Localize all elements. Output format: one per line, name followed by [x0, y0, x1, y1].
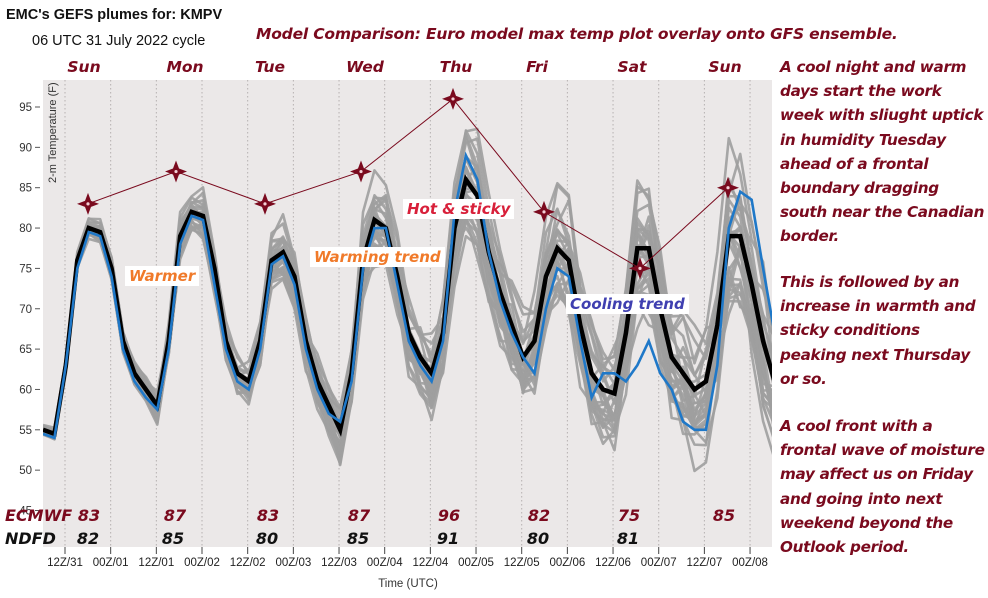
ecmwf-value: 85 — [712, 506, 736, 525]
x-tick-label: 12Z/02 — [230, 557, 266, 569]
ndfd-value: 82 — [76, 529, 100, 548]
forecast-discussion-paragraph: This is followed by an increase in warmt… — [780, 273, 976, 388]
control-run-line — [43, 151, 772, 440]
ndfd-row-label: NDFD — [5, 529, 56, 548]
y-tick-label: 65 — [19, 344, 32, 356]
day-label: Sun — [67, 58, 101, 76]
x-tick-label: 12Z/07 — [686, 557, 722, 569]
x-tick-label: 00Z/04 — [367, 557, 403, 569]
ecmwf-marker-center — [542, 210, 546, 214]
day-label: Sun — [708, 58, 742, 76]
y-tick-label: 75 — [19, 263, 32, 275]
ecmwf-connector-line — [87, 98, 729, 270]
ecmwf-marker-center — [451, 97, 455, 101]
comparison-headline: Model Comparison: Euro model max temp pl… — [256, 25, 898, 43]
forecast-discussion-paragraph: A cool night and warm days start the wor… — [780, 58, 985, 246]
x-tick-label: 12Z/03 — [321, 557, 357, 569]
chart-subtitle: 06 UTC 31 July 2022 cycle — [32, 33, 206, 49]
x-tick-label: 12Z/06 — [595, 557, 631, 569]
day-label: Tue — [254, 58, 286, 76]
annotation-cooling-trend: Cooling trend — [566, 294, 689, 314]
day-label: Thu — [439, 58, 473, 76]
ndfd-value: 80 — [255, 529, 279, 548]
ecmwf-value: 87 — [163, 506, 187, 525]
y-tick-label: 50 — [19, 465, 32, 477]
day-label: Sat — [617, 58, 647, 76]
y-axis-label: 2-m Temperature (F) — [47, 82, 59, 183]
ndfd-value: 81 — [616, 529, 640, 548]
x-tick-label: 00Z/08 — [732, 557, 768, 569]
ecmwf-value: 83 — [77, 506, 101, 525]
annotation-hot-sticky: Hot & sticky — [403, 199, 515, 219]
x-tick-label: 12Z/05 — [504, 557, 540, 569]
forecast-discussion-paragraph: A cool front with a frontal wave of mois… — [780, 417, 985, 557]
ecmwf-value: 96 — [437, 506, 461, 525]
ecmwf-value: 87 — [347, 506, 371, 525]
annotation-warming-trend: Warming trend — [310, 247, 445, 267]
x-tick-label: 00Z/07 — [641, 557, 677, 569]
ndfd-value: 85 — [161, 529, 185, 548]
annotation-warmer: Warmer — [125, 266, 200, 286]
ndfd-value: 80 — [526, 529, 550, 548]
x-tick-label: 12Z/31 — [47, 557, 83, 569]
ecmwf-row-label: ECMWF — [5, 506, 73, 525]
y-tick-label: 60 — [19, 384, 32, 396]
ecmwf-value: 75 — [617, 506, 641, 525]
y-tick-label: 45 — [19, 506, 32, 518]
ecmwf-marker-center — [263, 202, 267, 206]
day-label: Wed — [346, 58, 384, 76]
ecmwf-marker-center — [86, 202, 90, 206]
y-tick-label: 80 — [19, 223, 32, 235]
ecmwf-marker-center — [638, 266, 642, 270]
x-tick-label: 00Z/05 — [458, 557, 494, 569]
x-tick-label: 00Z/02 — [184, 557, 220, 569]
ecmwf-value: 83 — [256, 506, 280, 525]
y-tick-label: 70 — [19, 304, 32, 316]
ecmwf-value: 82 — [527, 506, 551, 525]
x-tick-label: 00Z/01 — [93, 557, 129, 569]
ndfd-value: 85 — [346, 529, 370, 548]
y-tick-label: 85 — [19, 183, 32, 195]
ecmwf-marker-center — [359, 169, 363, 174]
x-axis-label: Time (UTC) — [378, 578, 438, 590]
x-tick-label: 00Z/03 — [275, 557, 311, 569]
ecmwf-marker-center — [174, 169, 178, 174]
x-tick-label: 12Z/04 — [412, 557, 448, 569]
day-label: Mon — [166, 58, 204, 76]
ecmwf-marker-center — [726, 186, 730, 190]
y-tick-label: 55 — [19, 425, 32, 437]
chart-title: EMC's GEFS plumes for: KMPV — [6, 7, 223, 23]
y-tick-label: 95 — [19, 102, 32, 114]
x-tick-label: 12Z/01 — [138, 557, 174, 569]
y-tick-label: 90 — [19, 142, 32, 154]
ndfd-value: 91 — [436, 529, 460, 548]
day-label: Fri — [526, 58, 548, 76]
x-tick-label: 00Z/06 — [549, 557, 585, 569]
